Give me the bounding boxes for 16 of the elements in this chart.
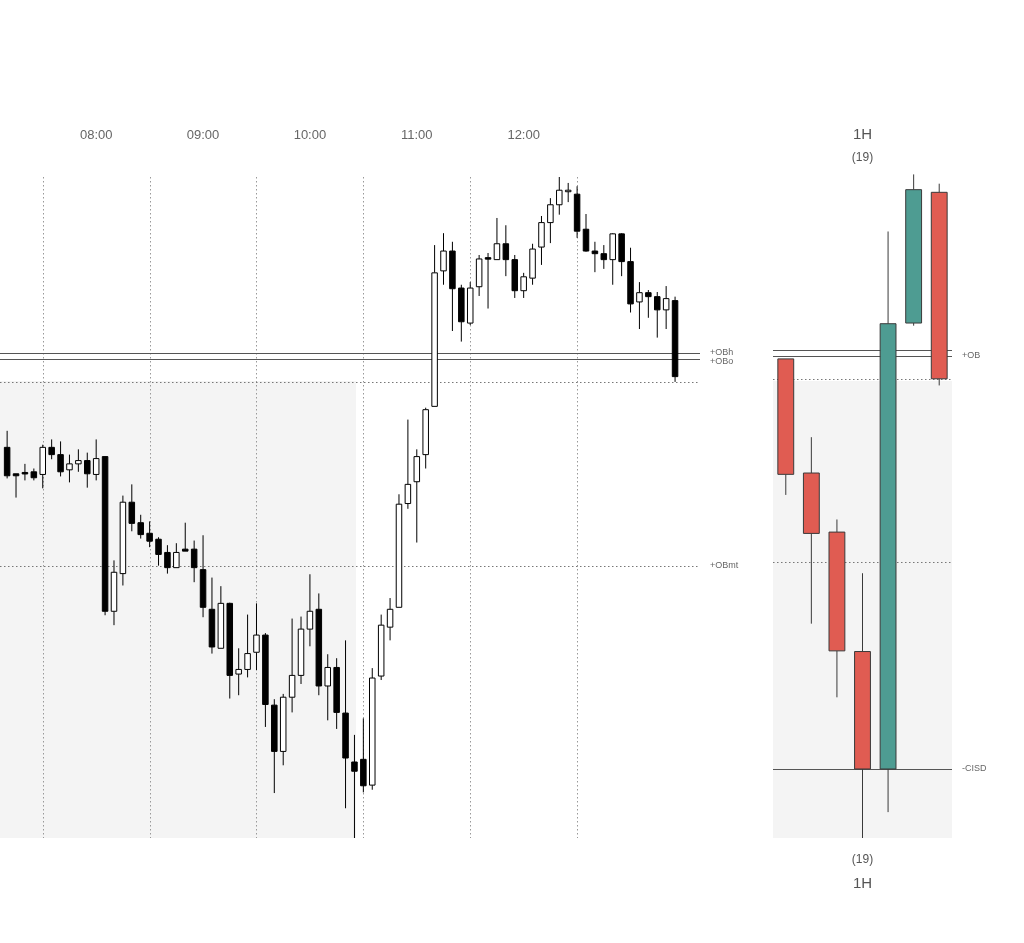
x-tick-label: 11:00 (401, 126, 433, 142)
ref-line-label: +OBo (710, 356, 734, 367)
candlestick (802, 436, 820, 625)
x-tick-label: 09:00 (186, 126, 220, 142)
x-tick-label: 12:00 (507, 126, 540, 142)
ref-line-label: +OBh (710, 347, 734, 358)
chart-title: 1H (852, 125, 873, 143)
ref-line-label: +OBmt (710, 560, 739, 571)
x-tick-label: 08:00 (79, 126, 113, 142)
ref-line-label: -CISD (962, 763, 987, 774)
chart-subtitle: (19) (851, 149, 874, 164)
candlestick (854, 572, 871, 839)
text: 1H (852, 874, 873, 892)
x-tick-label: 10:00 (293, 126, 327, 142)
text: (19) (851, 852, 874, 867)
ref-line-label: +OB (962, 350, 981, 361)
